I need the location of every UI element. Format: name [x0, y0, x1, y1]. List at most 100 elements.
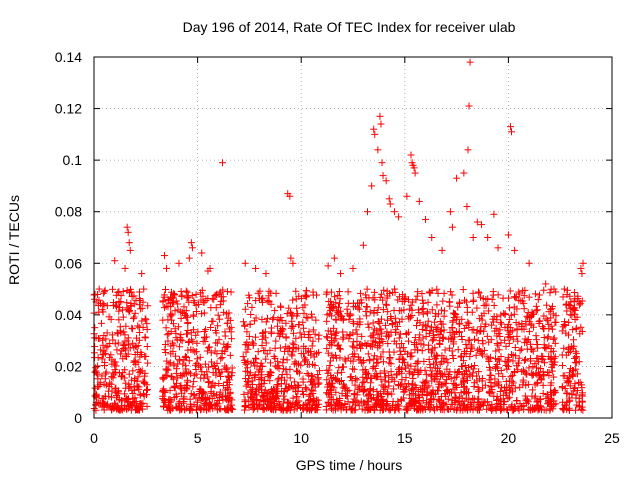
data-point	[132, 334, 140, 342]
data-point	[174, 323, 182, 331]
data-point	[271, 307, 279, 315]
data-point	[225, 373, 233, 381]
data-point	[362, 307, 370, 315]
data-point	[141, 334, 149, 342]
data-point	[385, 359, 393, 367]
data-point	[164, 316, 172, 324]
data-point	[196, 353, 204, 361]
y-tick-label: 0.02	[55, 358, 82, 374]
data-point	[221, 332, 229, 340]
data-point	[277, 303, 285, 311]
data-point	[98, 372, 106, 380]
data-point	[525, 259, 533, 267]
data-point	[114, 339, 122, 347]
data-point	[109, 374, 117, 382]
data-point	[201, 401, 209, 409]
data-point	[165, 329, 173, 337]
data-point	[266, 359, 274, 367]
data-point	[543, 301, 551, 309]
data-point	[386, 355, 394, 363]
data-point	[297, 361, 305, 369]
data-point	[214, 322, 222, 330]
data-point	[312, 316, 320, 324]
data-point	[474, 336, 482, 344]
data-point	[441, 380, 449, 388]
data-point	[176, 405, 184, 413]
data-point	[199, 292, 207, 300]
data-point	[111, 257, 119, 265]
data-point	[117, 329, 125, 337]
data-point	[533, 379, 541, 387]
data-point	[139, 405, 147, 413]
data-point	[507, 311, 515, 319]
data-point	[370, 125, 378, 133]
data-point	[163, 357, 171, 365]
data-point	[207, 349, 215, 357]
data-point	[369, 319, 377, 327]
data-point	[252, 314, 260, 322]
data-point	[458, 335, 466, 343]
data-point	[135, 288, 143, 296]
data-point	[367, 379, 375, 387]
data-point	[241, 305, 249, 313]
data-point	[302, 293, 310, 301]
data-point	[200, 405, 208, 413]
data-point	[111, 400, 119, 408]
data-point	[198, 249, 206, 257]
data-point	[107, 380, 115, 388]
data-point	[308, 342, 316, 350]
data-point	[460, 169, 468, 177]
data-point	[130, 292, 138, 300]
data-point	[433, 301, 441, 309]
data-point	[180, 310, 188, 318]
data-point	[162, 349, 170, 357]
data-point	[301, 291, 309, 299]
data-point	[116, 303, 124, 311]
data-point	[262, 339, 270, 347]
data-point	[383, 301, 391, 309]
y-tick-label: 0.06	[55, 255, 82, 271]
data-point	[124, 350, 132, 358]
data-point	[490, 210, 498, 218]
data-point	[260, 347, 268, 355]
y-tick-label: 0.1	[63, 152, 83, 168]
data-point	[162, 302, 170, 310]
data-point	[214, 400, 222, 408]
data-point	[257, 382, 265, 390]
data-point	[95, 296, 103, 304]
data-point	[172, 403, 180, 411]
data-point	[390, 208, 398, 216]
data-point	[310, 394, 318, 402]
data-point	[246, 320, 254, 328]
data-point	[422, 333, 430, 341]
data-point	[117, 350, 125, 358]
data-point	[138, 270, 146, 278]
data-point	[525, 293, 533, 301]
data-point	[218, 293, 226, 301]
data-point	[190, 297, 198, 305]
data-point	[532, 302, 540, 310]
data-point	[382, 177, 390, 185]
data-point	[189, 383, 197, 391]
data-point	[494, 244, 502, 252]
data-point	[572, 324, 580, 332]
data-point	[180, 303, 188, 311]
data-point	[223, 406, 231, 414]
data-point	[119, 369, 127, 377]
data-point	[309, 326, 317, 334]
data-point	[396, 330, 404, 338]
data-point	[471, 362, 479, 370]
data-point	[167, 288, 175, 296]
data-point	[540, 286, 548, 294]
data-point	[349, 264, 357, 272]
data-point	[534, 344, 542, 352]
data-point	[270, 314, 278, 322]
data-point	[490, 301, 498, 309]
data-point	[203, 347, 211, 355]
data-point	[506, 287, 514, 295]
data-point	[439, 297, 447, 305]
data-point	[166, 401, 174, 409]
data-point	[190, 378, 198, 386]
data-point	[250, 340, 258, 348]
data-point	[279, 355, 287, 363]
